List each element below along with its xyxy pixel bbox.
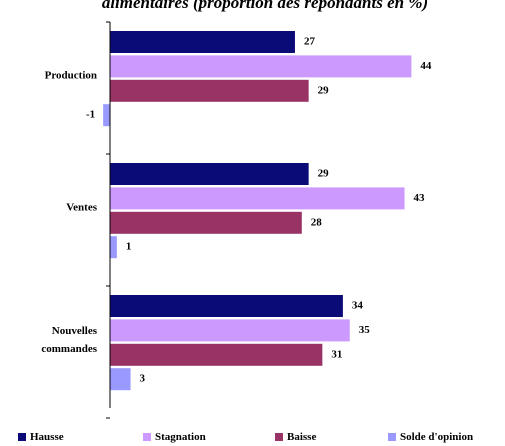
value-label: 29 <box>318 84 330 96</box>
bar <box>110 163 309 185</box>
value-label: 29 <box>318 168 330 180</box>
value-label: 34 <box>352 300 364 312</box>
legend-label: Stagnation <box>155 431 206 443</box>
legend-swatch <box>143 433 151 441</box>
bar <box>110 343 323 366</box>
legend-label: Solde d'opinion <box>400 431 473 443</box>
chart-title: alimentaires (proportion des répondants … <box>102 0 428 12</box>
category-label: Nouvelles commandes <box>41 324 97 354</box>
bar <box>110 368 131 391</box>
bar <box>110 79 309 102</box>
bar <box>110 31 295 53</box>
value-label: 43 <box>414 192 426 204</box>
category-label: Ventes <box>66 201 97 213</box>
legend-label: Baisse <box>287 431 316 443</box>
legend-label: Hausse <box>30 431 64 443</box>
bar <box>110 319 350 342</box>
value-label: 3 <box>140 373 146 385</box>
bar <box>110 236 117 259</box>
category-label: Production <box>45 69 97 81</box>
value-label: 1 <box>126 241 132 253</box>
bar <box>103 104 110 127</box>
legend-swatch <box>18 433 26 441</box>
value-label: -1 <box>86 109 95 121</box>
value-label: 28 <box>311 216 323 228</box>
value-label: 27 <box>304 36 316 48</box>
value-label: 31 <box>331 348 342 360</box>
bar <box>110 211 302 234</box>
legend-swatch <box>275 433 283 441</box>
bar <box>110 187 405 210</box>
value-label: 44 <box>420 60 432 72</box>
bar <box>110 55 412 78</box>
bar <box>110 295 343 317</box>
value-label: 35 <box>359 324 371 336</box>
legend-swatch <box>388 433 396 441</box>
